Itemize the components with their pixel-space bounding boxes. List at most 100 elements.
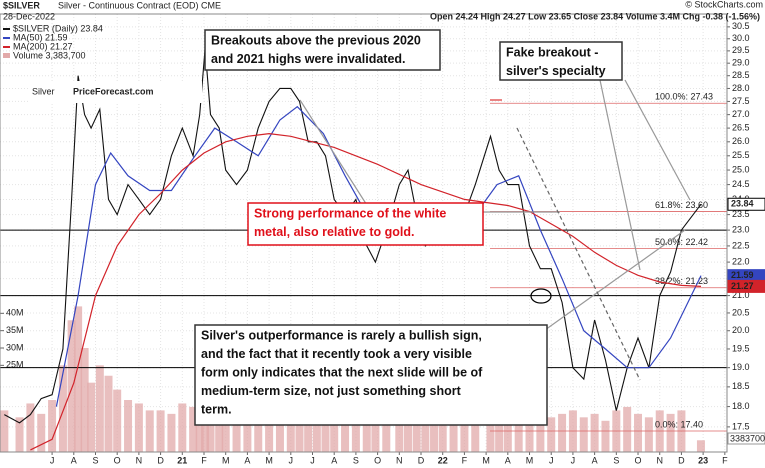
volume-bar <box>58 365 67 452</box>
watermark-box <box>30 81 202 103</box>
fib-label: 100.0%: 27.43 <box>655 92 713 102</box>
x-tick-label: 23 <box>698 455 708 465</box>
volume-bar <box>430 420 439 452</box>
x-tick-label: A <box>505 455 511 465</box>
y-tick-label: 28.0 <box>732 83 750 93</box>
volume-bar <box>124 400 133 452</box>
volume-bar <box>215 400 224 452</box>
volume-tick-label: 30M <box>6 342 24 352</box>
x-tick-label: 22 <box>438 455 448 465</box>
y-tick-label: 18.5 <box>732 381 750 391</box>
last-value-box <box>727 279 765 293</box>
y-tick-label: 19.0 <box>732 362 750 372</box>
x-tick-label: A <box>71 455 77 465</box>
x-tick-label: F <box>722 455 728 465</box>
volume-bar <box>254 403 263 452</box>
volume-bar <box>67 320 76 452</box>
y-tick-label: 27.5 <box>732 96 750 106</box>
volume-bar <box>167 413 176 452</box>
fib-label: 38.2%: 21.23 <box>655 276 708 286</box>
volume-bar <box>104 375 113 452</box>
volume-bar <box>666 413 675 452</box>
annotation-box <box>194 324 548 426</box>
x-tick-label: F <box>201 455 207 465</box>
volume-bar <box>547 417 556 452</box>
x-tick-label: S <box>353 455 359 465</box>
arrows <box>299 79 691 381</box>
subtitle: Silver - Continuous Contract (EOD) CME <box>58 0 221 10</box>
x-tick-label: O <box>114 455 121 465</box>
volume-bar <box>330 413 339 452</box>
x-tick-label: O <box>374 455 381 465</box>
volume-bar <box>601 420 610 452</box>
volume-bar <box>134 403 143 452</box>
volume-bar <box>265 400 274 452</box>
annotation-box <box>204 29 441 71</box>
volume-bar <box>558 413 567 452</box>
volume-bar <box>514 417 523 452</box>
legend-label: $SILVER (Daily) 23.84 <box>13 23 103 33</box>
y-tick-label: 23.0 <box>732 224 750 234</box>
last-value-box <box>727 197 765 211</box>
annotation-text: form only indicates that the next slide … <box>201 365 483 379</box>
volume-bar <box>362 420 371 452</box>
x-tick-label: S <box>92 455 98 465</box>
y-tick-label: 30.0 <box>732 33 750 43</box>
y-tick-label: 20.5 <box>732 307 750 317</box>
volume-bar <box>15 417 24 452</box>
annotation-text: Fake breakout - <box>506 45 598 59</box>
volume-bar <box>351 417 360 452</box>
y-tick-label: 30.5 <box>732 21 750 31</box>
watermark: PriceForecast.com <box>73 86 154 96</box>
x-tick-label: M <box>482 455 490 465</box>
x-tick-label: A <box>244 455 250 465</box>
y-tick-label: 29.0 <box>732 58 750 68</box>
annotation-text: Breakouts above the previous 2020 <box>211 33 421 47</box>
last-volume-label: 3383700 <box>730 433 765 443</box>
annotation-text: medium-term size, not just something sho… <box>201 384 462 398</box>
volume-bar <box>321 417 330 452</box>
x-tick-label: F <box>462 455 468 465</box>
legend-swatch <box>3 53 10 58</box>
highlight-ellipse <box>530 288 552 304</box>
date: 28-Dec-2022 <box>3 11 55 21</box>
legend-label: MA(200) 21.27 <box>13 41 73 51</box>
volume-bar <box>696 440 705 452</box>
volume-bar <box>178 403 187 452</box>
volume-bar <box>623 406 632 452</box>
volume-bar <box>232 410 241 452</box>
annotation-text: silver's specialty <box>506 64 606 78</box>
volume-bar <box>113 389 122 452</box>
arrow <box>544 229 686 331</box>
volume-bar <box>87 382 96 452</box>
volume-bar <box>449 420 458 452</box>
volume-bar <box>156 410 165 452</box>
y-tick-label: 24.5 <box>732 179 750 189</box>
y-tick-label: 18.0 <box>732 401 750 411</box>
volume-tick-label: 40M <box>6 308 24 318</box>
source: © StockCharts.com <box>685 0 763 9</box>
last-volume-box <box>727 432 765 445</box>
volume-bar <box>371 413 380 452</box>
arrow <box>599 79 641 271</box>
x-tick-label: A <box>331 455 337 465</box>
annotation-text: Strong performance of the white <box>254 206 446 220</box>
x-tick-label: M <box>526 455 534 465</box>
volume-bar <box>295 410 304 452</box>
quote: Open 24.24 High 24.27 Low 23.65 Close 23… <box>430 11 760 21</box>
fib-label: 0.0%: 17.40 <box>655 419 703 429</box>
volume-bar <box>438 417 447 452</box>
y-tick-label: 27.0 <box>732 109 750 119</box>
volume-tick-label: 35M <box>6 325 24 335</box>
last-value-label: 23.84 <box>731 199 754 209</box>
y-tick-label: 26.5 <box>732 122 750 132</box>
watermark: Silver <box>32 86 55 96</box>
volume-bar <box>80 348 89 452</box>
volume-bar <box>579 417 588 452</box>
plot-frame <box>0 13 728 453</box>
ma-line <box>30 132 702 451</box>
volume-bar <box>37 413 46 452</box>
volume-bar <box>395 417 404 452</box>
